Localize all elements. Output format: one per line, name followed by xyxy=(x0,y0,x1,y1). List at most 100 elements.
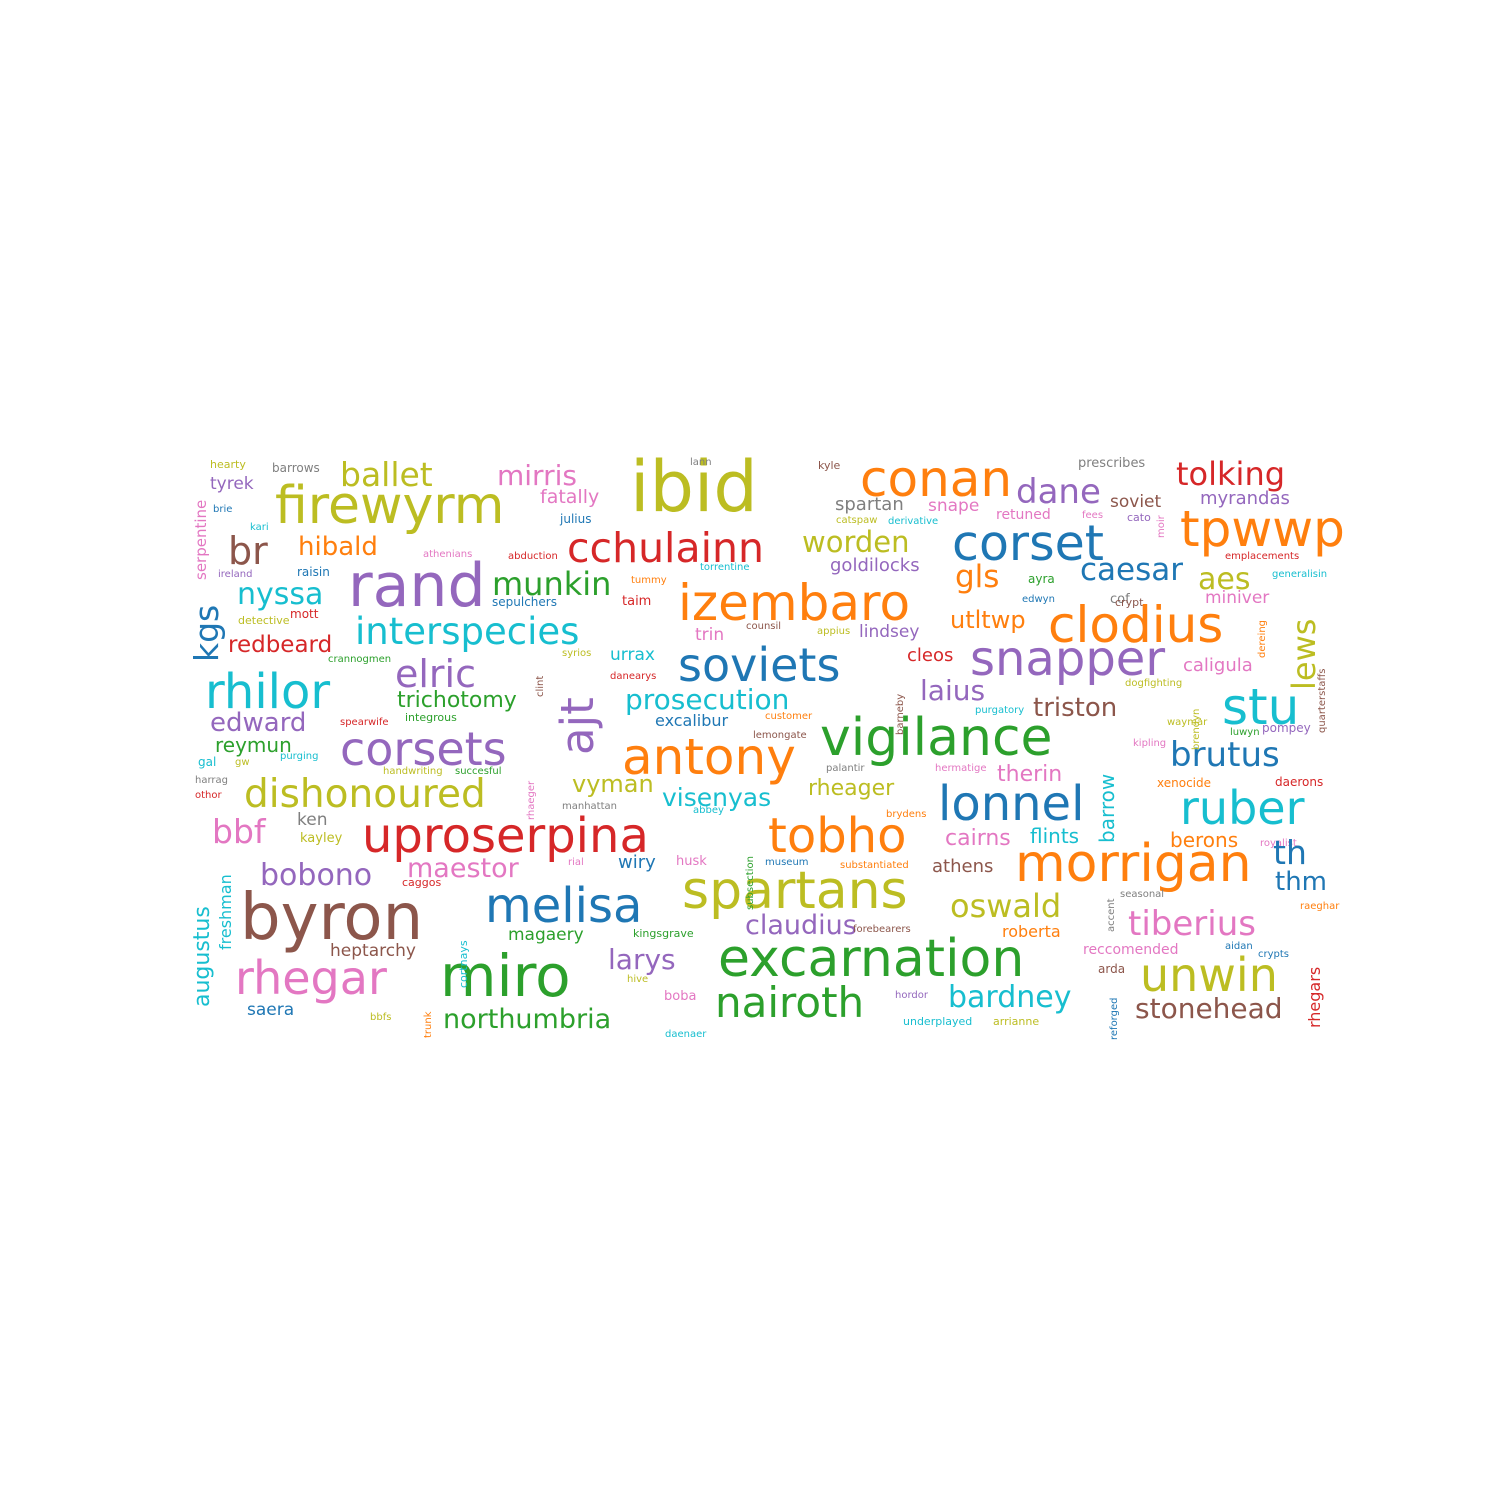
word: edward xyxy=(210,708,307,738)
word: melisa xyxy=(485,878,643,934)
word: worden xyxy=(802,525,910,559)
word: trichotomy xyxy=(397,688,517,713)
word: dane xyxy=(1016,472,1101,512)
word: palantir xyxy=(826,763,865,774)
word: corset xyxy=(952,515,1104,572)
word: goldilocks xyxy=(830,555,920,576)
word: ibid xyxy=(630,450,758,528)
word: bardney xyxy=(948,980,1072,1015)
word: nairoth xyxy=(715,978,865,1027)
word: retuned xyxy=(996,507,1051,523)
word: soviet xyxy=(1110,492,1162,512)
word: brie xyxy=(213,504,233,515)
word: luwyn xyxy=(1230,727,1260,738)
word: ayra xyxy=(1028,572,1055,586)
word: vigilance xyxy=(820,708,1053,768)
word: caesar xyxy=(1080,552,1184,588)
word: redbeard xyxy=(228,632,333,658)
word: derivative xyxy=(888,516,939,527)
word: caggos xyxy=(402,876,442,889)
word: forebearers xyxy=(853,924,911,935)
word: daerons xyxy=(1275,775,1324,789)
word: larys xyxy=(608,943,676,976)
word: ruber xyxy=(1180,781,1305,835)
word: husk xyxy=(676,854,707,869)
word: conan xyxy=(860,450,1013,508)
word: heptarchy xyxy=(330,941,416,961)
word: fatally xyxy=(540,486,600,508)
word: purging xyxy=(280,751,319,762)
word: tummy xyxy=(631,575,667,586)
word: quarterstaffs xyxy=(1317,668,1328,733)
word: clodius xyxy=(1048,596,1224,654)
word: thm xyxy=(1275,867,1327,897)
word: barrow xyxy=(1095,773,1119,843)
word: excarnation xyxy=(718,929,1025,989)
word: kipling xyxy=(1133,738,1167,749)
word: excalibur xyxy=(655,711,729,730)
word: rhilor xyxy=(205,664,331,720)
word: wiry xyxy=(618,852,656,873)
word: sepulchers xyxy=(492,595,557,609)
word: northumbria xyxy=(443,1004,612,1035)
word: syrios xyxy=(562,648,592,659)
word: ken xyxy=(297,810,328,830)
word: lindsey xyxy=(859,622,920,642)
word: crannogmen xyxy=(328,654,392,665)
word: pompey xyxy=(1262,721,1311,735)
word: accent xyxy=(1106,898,1117,932)
word: detective xyxy=(238,614,290,627)
word: prescribes xyxy=(1078,456,1146,471)
word: antony xyxy=(622,728,796,786)
word: lemongate xyxy=(753,730,807,741)
word: subsection xyxy=(745,856,756,910)
word: torrentine xyxy=(700,562,750,573)
word: hibald xyxy=(298,532,378,562)
word: caligula xyxy=(1183,655,1253,676)
word: reymun xyxy=(215,733,292,757)
word: serpentine xyxy=(192,499,210,580)
word: arda xyxy=(1098,962,1126,976)
word: spearwife xyxy=(340,717,389,728)
word: arrianne xyxy=(993,1015,1040,1028)
word: daenaer xyxy=(665,1029,707,1040)
word: rheager xyxy=(808,776,895,801)
word: cato xyxy=(1127,511,1151,524)
word: brendyn xyxy=(1191,708,1202,750)
word: bobono xyxy=(260,858,373,893)
word: izembaro xyxy=(678,574,911,632)
word: athenians xyxy=(423,549,473,560)
word: gw xyxy=(235,757,250,768)
word: integrous xyxy=(405,711,457,724)
word: taim xyxy=(622,594,652,609)
word: saera xyxy=(247,1000,295,1020)
word: manhattan xyxy=(562,801,617,812)
word: aes xyxy=(1198,562,1251,597)
word: th xyxy=(1273,833,1307,872)
word: mirris xyxy=(497,459,577,492)
word: uproserpina xyxy=(362,808,649,864)
word: augustus xyxy=(190,906,215,1007)
word: hearty xyxy=(210,458,246,471)
word: soviets xyxy=(678,638,841,692)
word: freshman xyxy=(216,874,235,950)
word: generalisin xyxy=(1272,569,1328,580)
word: lews xyxy=(1285,618,1323,690)
word: utltwp xyxy=(950,606,1026,634)
word: reforged xyxy=(1109,997,1120,1040)
word: boba xyxy=(664,989,697,1004)
word: edwyn xyxy=(1022,594,1055,605)
word: succesful xyxy=(455,766,502,777)
word: customer xyxy=(765,711,813,722)
word: visenyas xyxy=(662,783,772,812)
word: stu xyxy=(1222,678,1300,736)
word: maestor xyxy=(407,853,519,884)
word: cortnays xyxy=(457,940,470,988)
word: rhaeger xyxy=(526,780,537,820)
word: underplayed xyxy=(903,1015,973,1028)
word: rhegars xyxy=(1305,966,1324,1028)
word: interspecies xyxy=(355,610,580,653)
word: trunk xyxy=(423,1011,434,1039)
word: vyman xyxy=(572,770,654,798)
